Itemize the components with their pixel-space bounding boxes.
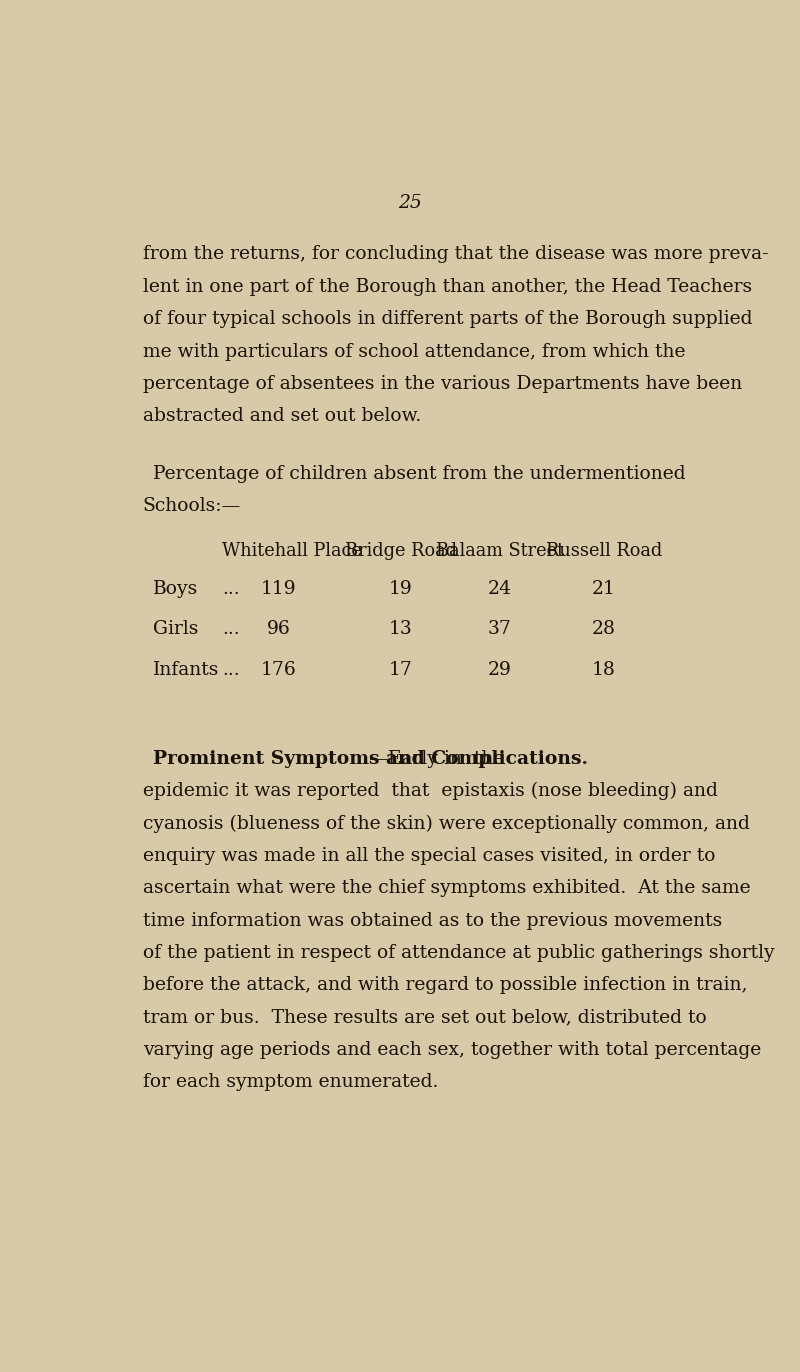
Text: ...: ... bbox=[222, 660, 240, 679]
Text: before the attack, and with regard to possible infection in train,: before the attack, and with regard to po… bbox=[142, 977, 747, 995]
Text: 19: 19 bbox=[389, 580, 413, 598]
Text: ...: ... bbox=[222, 620, 240, 638]
Text: 176: 176 bbox=[260, 660, 296, 679]
Text: Whitehall Place: Whitehall Place bbox=[222, 542, 362, 560]
Text: epidemic it was reported  that  epistaxis (nose bleeding) and: epidemic it was reported that epistaxis … bbox=[142, 782, 718, 800]
Text: tram or bus.  These results are set out below, distributed to: tram or bus. These results are set out b… bbox=[142, 1008, 706, 1026]
Text: me with particulars of school attendance, from which the: me with particulars of school attendance… bbox=[142, 343, 685, 361]
Text: 13: 13 bbox=[389, 620, 413, 638]
Text: from the returns, for concluding that the disease was more preva-: from the returns, for concluding that th… bbox=[142, 246, 768, 263]
Text: 21: 21 bbox=[592, 580, 616, 598]
Text: percentage of absentees in the various Departments have been: percentage of absentees in the various D… bbox=[142, 375, 742, 392]
Text: ...: ... bbox=[222, 580, 240, 598]
Text: Schools:—: Schools:— bbox=[142, 497, 241, 516]
Text: cyanosis (blueness of the skin) were exceptionally common, and: cyanosis (blueness of the skin) were exc… bbox=[142, 815, 750, 833]
Text: 37: 37 bbox=[488, 620, 512, 638]
Text: abstracted and set out below.: abstracted and set out below. bbox=[142, 407, 421, 425]
Text: 119: 119 bbox=[261, 580, 296, 598]
Text: Percentage of children absent from the undermentioned: Percentage of children absent from the u… bbox=[153, 465, 686, 483]
Text: 28: 28 bbox=[592, 620, 616, 638]
Text: Prominent Symptoms and Complications.: Prominent Symptoms and Complications. bbox=[153, 750, 588, 768]
Text: 17: 17 bbox=[389, 660, 413, 679]
Text: —Early in  the: —Early in the bbox=[369, 750, 505, 768]
Text: time information was obtained as to the previous movements: time information was obtained as to the … bbox=[142, 911, 722, 930]
Text: of four typical schools in different parts of the Borough supplied: of four typical schools in different par… bbox=[142, 310, 752, 328]
Text: Boys: Boys bbox=[153, 580, 198, 598]
Text: 24: 24 bbox=[488, 580, 512, 598]
Text: Bridge Road: Bridge Road bbox=[345, 542, 457, 560]
Text: 18: 18 bbox=[592, 660, 616, 679]
Text: varying age periods and each sex, together with total percentage: varying age periods and each sex, togeth… bbox=[142, 1041, 761, 1059]
Text: for each symptom enumerated.: for each symptom enumerated. bbox=[142, 1073, 438, 1091]
Text: 29: 29 bbox=[488, 660, 512, 679]
Text: Russell Road: Russell Road bbox=[546, 542, 662, 560]
Text: Balaam Street: Balaam Street bbox=[436, 542, 564, 560]
Text: Infants: Infants bbox=[153, 660, 219, 679]
Text: lent in one part of the Borough than another, the Head Teachers: lent in one part of the Borough than ano… bbox=[142, 279, 752, 296]
Text: 96: 96 bbox=[266, 620, 290, 638]
Text: Girls: Girls bbox=[153, 620, 198, 638]
Text: of the patient in respect of attendance at public gatherings shortly: of the patient in respect of attendance … bbox=[142, 944, 774, 962]
Text: 25: 25 bbox=[398, 193, 422, 211]
Text: enquiry was made in all the special cases visited, in order to: enquiry was made in all the special case… bbox=[142, 847, 715, 864]
Text: ascertain what were the chief symptoms exhibited.  At the same: ascertain what were the chief symptoms e… bbox=[142, 879, 750, 897]
